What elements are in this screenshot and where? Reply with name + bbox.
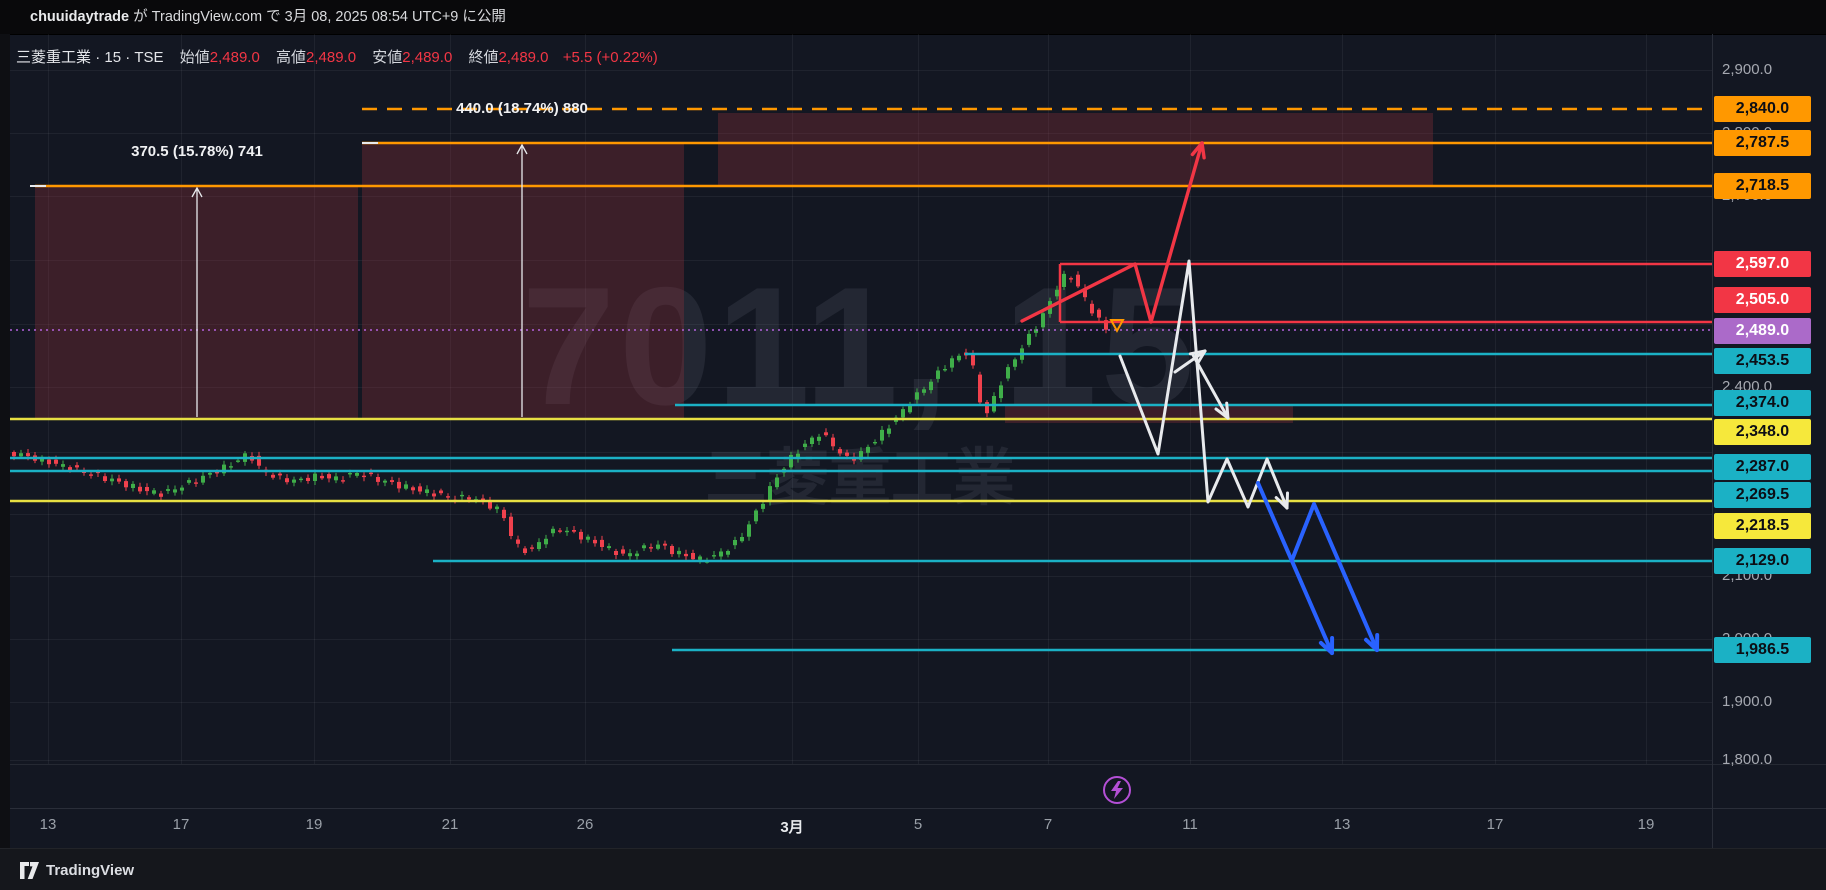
change-value: +5.5 (+0.22%) (562, 49, 658, 66)
blue-breakdown-arrow-2 (1290, 502, 1379, 652)
blue-breakdown-arrow-1 (1256, 481, 1334, 655)
pane-left-strip (0, 34, 10, 848)
footer-bar: TradingView (0, 848, 1826, 890)
lightning-button[interactable] (1103, 776, 1131, 804)
publish-bar: chuuidaytrade が TradingView.com で 3月 08,… (0, 0, 1826, 34)
price-axis-border (1712, 34, 1713, 848)
high-value: 2,489.0 (306, 49, 357, 66)
open-label: 始値 (179, 49, 210, 66)
open-value: 2,489.0 (209, 49, 260, 66)
white-drop-arrow (1191, 353, 1230, 420)
exchange-value: TSE (134, 49, 164, 66)
red-projection-arrow (1020, 141, 1204, 324)
low-label: 安値 (372, 49, 403, 66)
triangle-down-marker (1109, 319, 1125, 333)
publish-info-text: が TradingView.com で 3月 08, 2025 08:54 UT… (129, 9, 506, 25)
publisher-username[interactable]: chuuidaytrade (30, 9, 130, 25)
interval-value[interactable]: 15 (104, 49, 122, 66)
close-value: 2,489.0 (498, 49, 549, 66)
lightning-icon (1111, 781, 1123, 799)
close-label: 終値 (468, 49, 499, 66)
tradingview-logo-icon[interactable] (20, 861, 39, 879)
high-label: 高値 (275, 49, 306, 66)
candlestick-plot[interactable] (10, 34, 1712, 764)
white-bounce-arrow (1173, 349, 1207, 374)
white-zigzag-scenario (1118, 259, 1289, 510)
symbol-legend[interactable]: 三菱重工業 · 15 · TSE 始値2,489.0 高値2,489.0 安値2… (16, 49, 658, 66)
time-axis-border (10, 808, 1826, 809)
low-value: 2,489.0 (402, 49, 453, 66)
chart-pane[interactable] (0, 34, 1826, 849)
pane-separator (10, 764, 1826, 765)
tradingview-brand[interactable]: TradingView (46, 861, 135, 879)
symbol-title[interactable]: 三菱重工業 (16, 49, 92, 66)
